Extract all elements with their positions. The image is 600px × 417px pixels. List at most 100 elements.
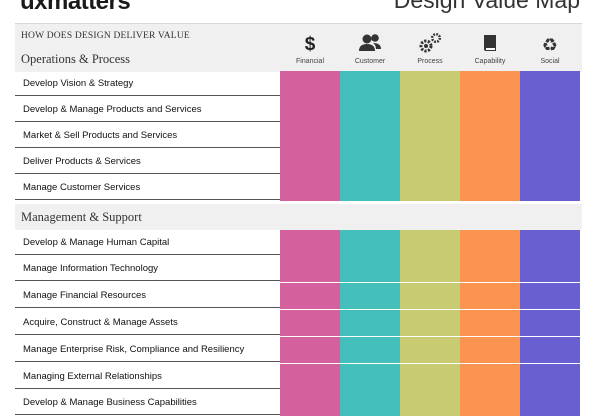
value-cell-customer (340, 337, 400, 363)
value-cell-financial (280, 256, 340, 282)
value-cell-financial (280, 283, 340, 309)
row-label: Develop Vision & Strategy (15, 71, 280, 96)
row-label: Develop & Manage Human Capital (15, 230, 280, 255)
value-cell-financial (280, 364, 340, 390)
row-label: Deliver Products & Services (15, 149, 280, 174)
svg-text:♻: ♻ (542, 35, 558, 54)
value-cell-financial (280, 71, 340, 97)
value-cell-capability (460, 337, 520, 363)
value-cell-customer (340, 256, 400, 282)
column-header-financial: $ Financial (280, 24, 340, 72)
question-heading: HOW DOES DESIGN DELIVER VALUE (21, 31, 190, 41)
value-cell-financial (280, 149, 340, 175)
value-cell-process (400, 390, 460, 416)
value-cell-customer (340, 123, 400, 149)
value-cell-process (400, 364, 460, 390)
table-row: Managing External Relationships (15, 364, 582, 390)
row-label: Develop & Manage Business Capabilities (15, 390, 280, 415)
top-band: uxmatters Design Value Map (0, 0, 600, 14)
value-cell-social (520, 97, 580, 123)
value-cell-financial (280, 123, 340, 149)
section-title-management: Management & Support (21, 210, 142, 224)
row-label: Develop & Manage Products and Services (15, 97, 280, 122)
value-cell-capability (460, 283, 520, 309)
value-cell-customer (340, 230, 400, 256)
value-cell-process (400, 71, 460, 97)
row-label: Market & Sell Products and Services (15, 123, 280, 148)
value-cell-social (520, 256, 580, 282)
value-cell-customer (340, 390, 400, 416)
value-cell-capability (460, 364, 520, 390)
table-row: Develop & Manage Products and Services (15, 97, 582, 123)
value-cell-social (520, 364, 580, 390)
row-label: Acquire, Construct & Manage Assets (15, 310, 280, 335)
table-row: Develop Vision & Strategy (15, 71, 582, 97)
table-row: Manage Financial Resources (15, 283, 582, 309)
value-cell-social (520, 149, 580, 175)
value-cell-process (400, 337, 460, 363)
value-cell-financial (280, 97, 340, 123)
gears-icon (400, 32, 460, 54)
value-cell-process (400, 149, 460, 175)
table-row: Acquire, Construct & Manage Assets (15, 310, 582, 336)
value-cell-social (520, 230, 580, 256)
column-header-process: Process (400, 24, 460, 72)
table-header: HOW DOES DESIGN DELIVER VALUE Operations… (15, 23, 582, 72)
column-label-capability: Capability (474, 58, 506, 65)
value-cell-financial (280, 337, 340, 363)
value-cell-financial (280, 230, 340, 256)
column-header-social: ♻ Social (520, 24, 580, 72)
value-cell-capability (460, 310, 520, 336)
value-cell-social (520, 71, 580, 97)
value-cell-social (520, 390, 580, 416)
value-cell-capability (460, 230, 520, 256)
value-cell-process (400, 175, 460, 201)
svg-text:$: $ (305, 34, 316, 54)
book-icon (460, 32, 520, 54)
value-cell-customer (340, 71, 400, 97)
value-cell-customer (340, 149, 400, 175)
value-cell-capability (460, 390, 520, 416)
table-row: Manage Information Technology (15, 256, 582, 282)
value-cell-process (400, 283, 460, 309)
logo: uxmatters (20, 0, 131, 14)
value-cell-process (400, 230, 460, 256)
row-label: Manage Financial Resources (15, 283, 280, 308)
column-header-capability: Capability (460, 24, 520, 72)
value-cell-capability (460, 256, 520, 282)
value-cell-financial (280, 390, 340, 416)
recycle-icon: ♻ (520, 32, 580, 56)
table-row: Manage Customer Services (15, 175, 582, 201)
value-cell-process (400, 310, 460, 336)
row-label: Manage Enterprise Risk, Compliance and R… (15, 337, 280, 362)
value-cell-social (520, 310, 580, 336)
row-label: Manage Customer Services (15, 175, 280, 200)
value-cell-customer (340, 283, 400, 309)
row-label: Managing External Relationships (15, 364, 280, 389)
value-cell-capability (460, 97, 520, 123)
value-cell-capability (460, 71, 520, 97)
value-cell-customer (340, 175, 400, 201)
value-cell-capability (460, 123, 520, 149)
value-cell-customer (340, 310, 400, 336)
value-cell-social (520, 337, 580, 363)
table-row: Develop & Manage Human Capital (15, 230, 582, 256)
value-cell-social (520, 283, 580, 309)
value-cell-customer (340, 97, 400, 123)
value-cell-financial (280, 175, 340, 201)
column-header-customer: Customer (340, 24, 400, 72)
value-cell-capability (460, 149, 520, 175)
table-row: Deliver Products & Services (15, 149, 582, 175)
value-map-table: HOW DOES DESIGN DELIVER VALUE Operations… (15, 23, 582, 417)
section-title-operations: Operations & Process (21, 52, 131, 66)
dollar-icon: $ (280, 32, 340, 55)
value-cell-process (400, 97, 460, 123)
column-label-social: Social (540, 58, 560, 65)
column-label-financial: Financial (295, 58, 324, 65)
column-label-customer: Customer (354, 58, 386, 65)
table-row: Market & Sell Products and Services (15, 123, 582, 149)
value-cell-customer (340, 364, 400, 390)
value-cell-social (520, 123, 580, 149)
value-cell-capability (460, 175, 520, 201)
row-label: Manage Information Technology (15, 256, 280, 281)
